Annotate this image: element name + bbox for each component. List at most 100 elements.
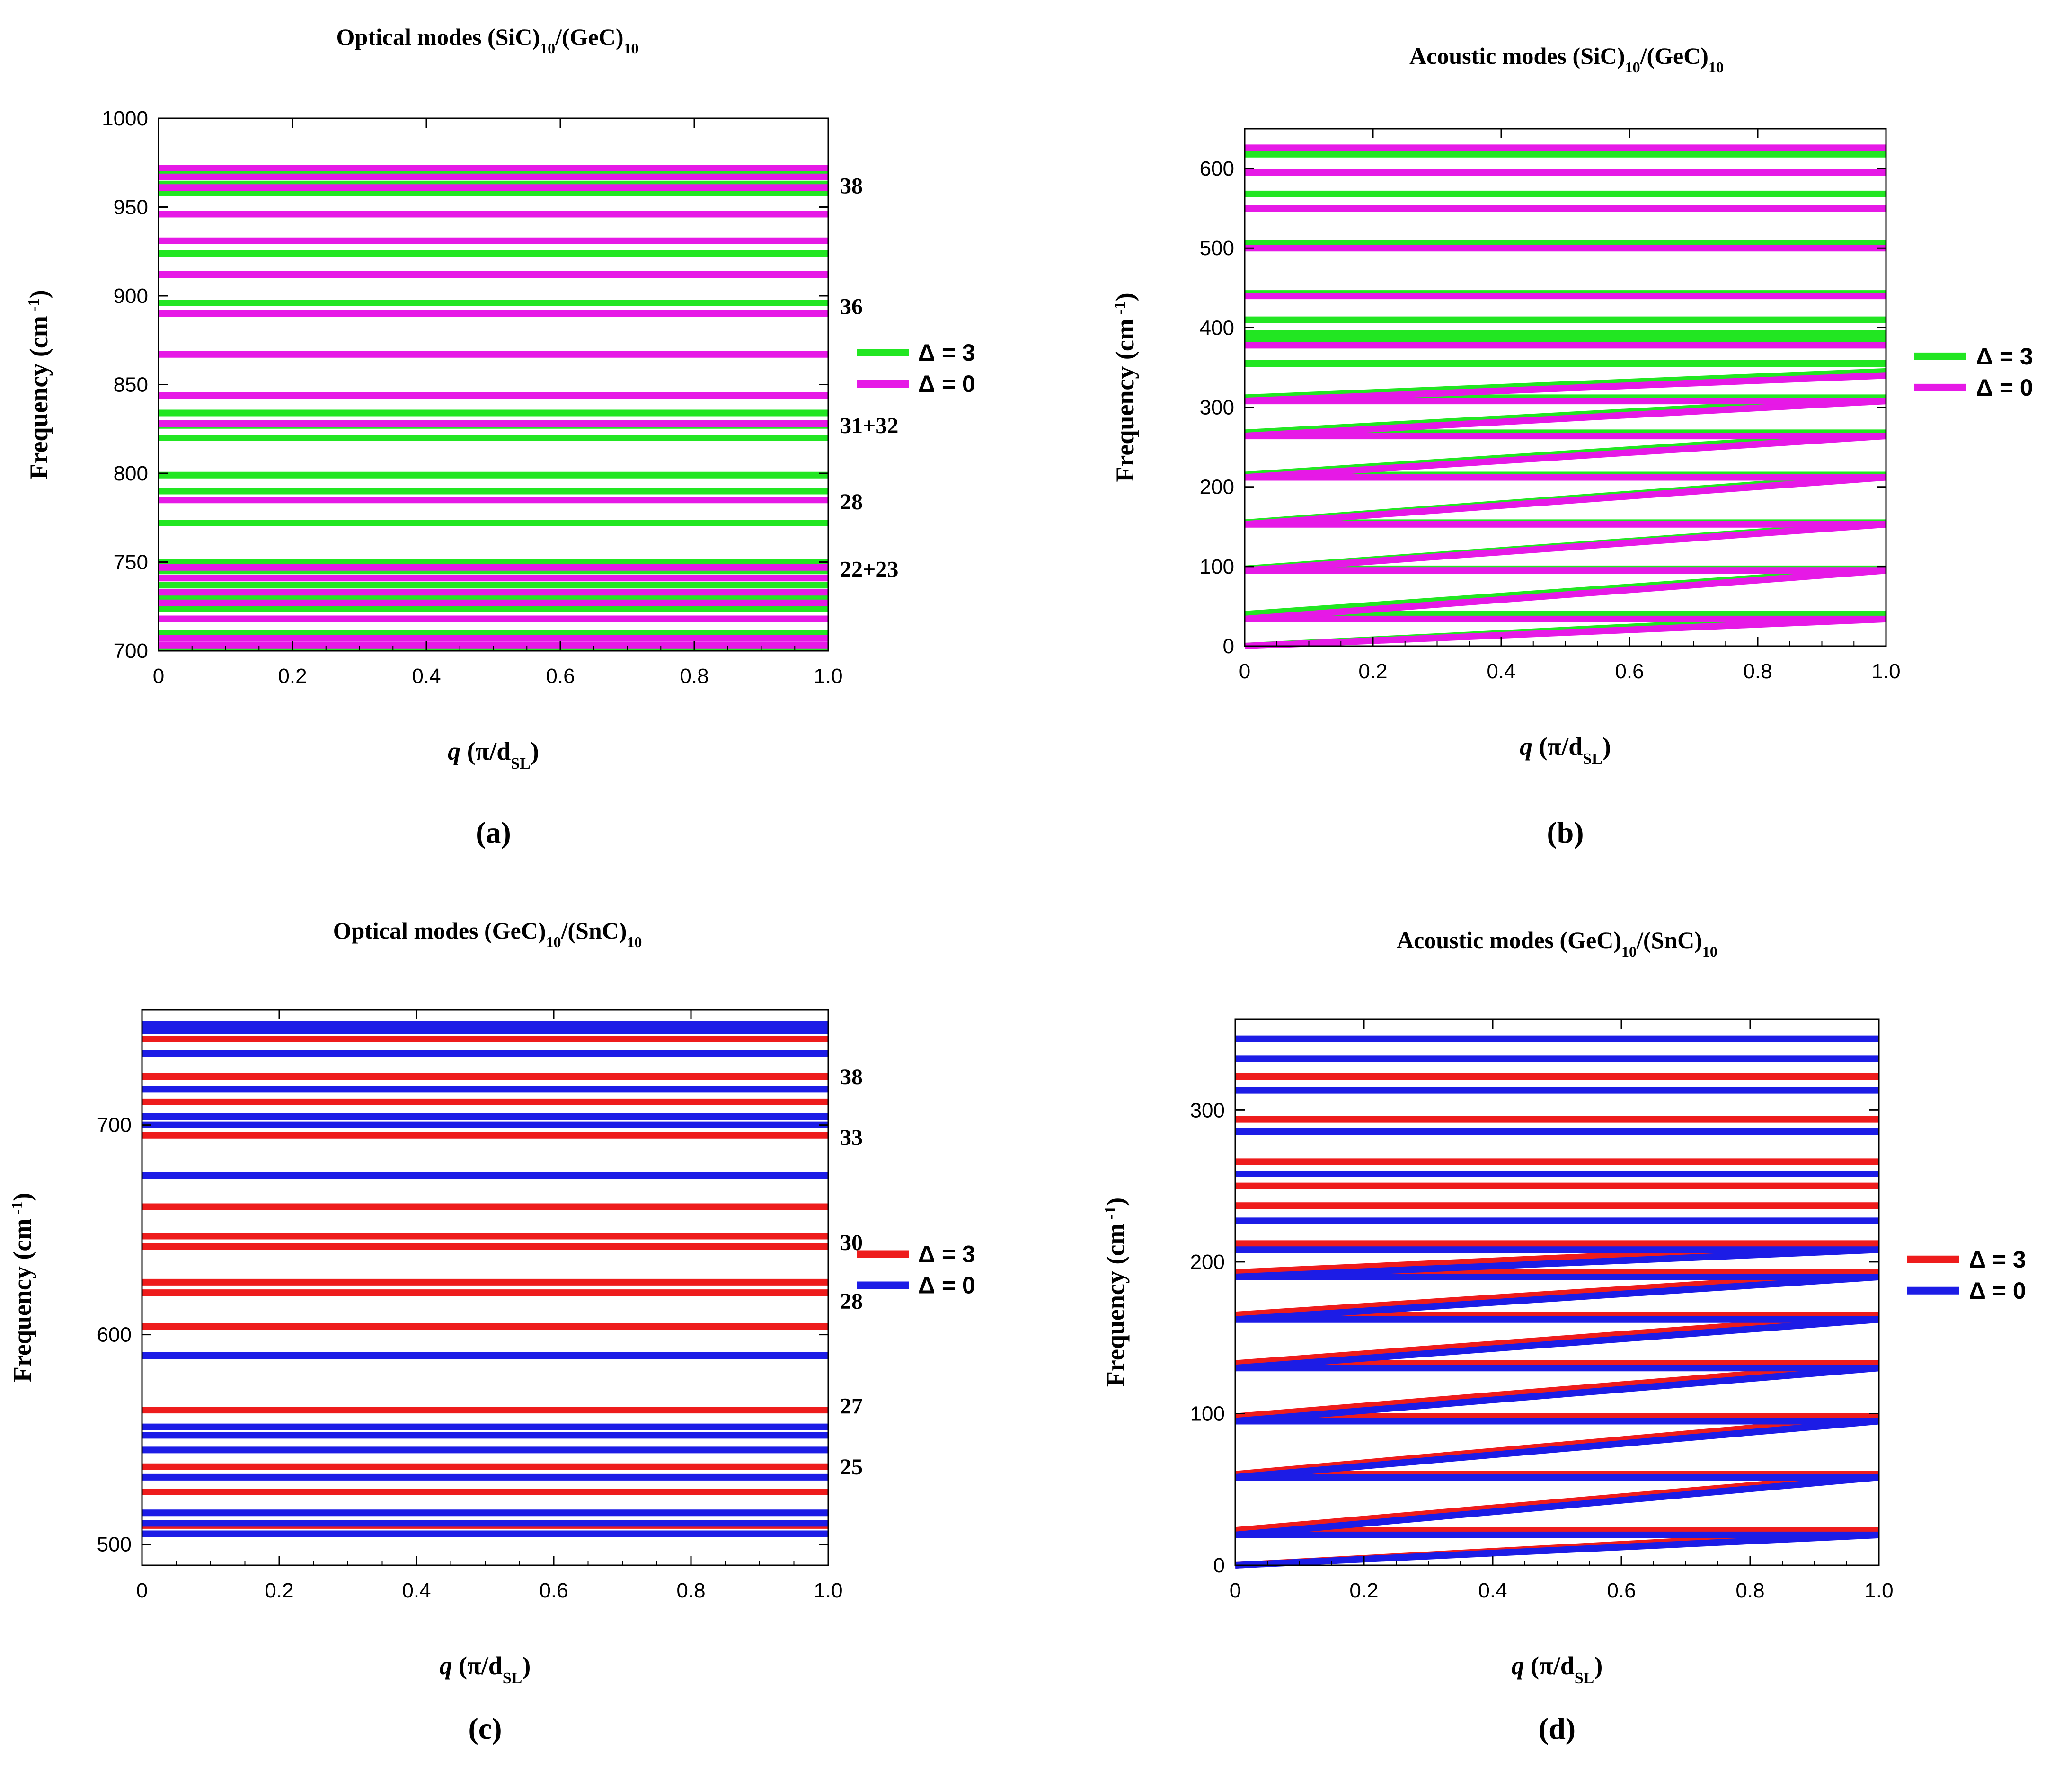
mode-annotation: 33 bbox=[840, 1125, 863, 1150]
x-tick-label: 0.8 bbox=[1743, 660, 1772, 683]
legend: Δ = 3 Δ = 0 bbox=[857, 1241, 975, 1299]
dispersion-branch bbox=[1244, 615, 1886, 649]
y-tick-label: 200 bbox=[1190, 1251, 1225, 1274]
chart-title: Optical modes (SiC)10/(GeC)10 bbox=[336, 24, 639, 57]
y-tick-label: 200 bbox=[1200, 476, 1234, 499]
y-tick-label: 600 bbox=[97, 1323, 132, 1347]
chart-title: Optical modes (GeC)10/(SnC)10 bbox=[333, 917, 642, 950]
x-axis: 0 0.2 0.4 0.6 0.8 1.0 bbox=[153, 118, 843, 688]
x-tick-label: 0.6 bbox=[546, 665, 575, 688]
series-delta-0 bbox=[142, 1021, 828, 1537]
x-tick-label: 0.8 bbox=[1735, 1579, 1764, 1602]
legend: Δ = 3 Δ = 0 bbox=[1907, 1246, 2026, 1304]
dispersion-branch bbox=[1244, 368, 1886, 401]
y-tick-label: 0 bbox=[1223, 635, 1234, 658]
series-delta-0 bbox=[159, 165, 828, 649]
panel-tag: (c) bbox=[468, 1712, 502, 1745]
y-tick-label: 0 bbox=[1213, 1554, 1225, 1577]
y-tick-label: 100 bbox=[1190, 1402, 1225, 1425]
x-tick-label: 0.8 bbox=[680, 665, 708, 688]
series-group bbox=[1244, 144, 1886, 649]
x-axis: 0 0.2 0.4 0.6 0.8 1.0 bbox=[136, 1010, 843, 1602]
dispersion-branch bbox=[1235, 1316, 1879, 1372]
y-tick-label: 500 bbox=[97, 1533, 132, 1556]
series-group bbox=[1235, 1035, 1879, 1569]
x-tick-label: 0.4 bbox=[402, 1579, 431, 1602]
y-tick-label: 700 bbox=[97, 1114, 132, 1137]
x-tick-label: 0 bbox=[1230, 1579, 1241, 1602]
plot-frame bbox=[141, 1009, 829, 1566]
y-tick-label: 300 bbox=[1200, 396, 1234, 419]
dispersion-branch bbox=[1244, 372, 1886, 405]
panel-tag: (b) bbox=[1547, 816, 1584, 849]
chart-acoustic-gec-snc: Acoustic modes (GeC)10/(SnC)10 0 0.2 0.4 0.6… bbox=[1101, 927, 2026, 1745]
legend-label: Δ = 3 bbox=[1976, 343, 2033, 370]
mode-annotation: 25 bbox=[840, 1455, 863, 1480]
panel-tag: (d) bbox=[1539, 1712, 1576, 1745]
x-tick-label: 0.2 bbox=[278, 665, 307, 688]
series-group bbox=[142, 1021, 828, 1537]
legend-label: Δ = 3 bbox=[918, 339, 975, 366]
chart-acoustic-sic-gec: Acoustic modes (SiC)10/(GeC)10 0 0.2 0.4 0.6… bbox=[1111, 43, 2033, 849]
x-tick-label: 0.2 bbox=[1349, 1579, 1378, 1602]
y-axis: 700 750 800 850 900 950 1000 bbox=[102, 107, 828, 663]
mode-annotation: 31+32 bbox=[840, 413, 898, 438]
x-tick-label: 0 bbox=[1239, 660, 1250, 683]
y-tick-label: 100 bbox=[1200, 555, 1234, 578]
x-tick-label: 0.4 bbox=[1478, 1579, 1507, 1602]
series-delta-3 bbox=[1235, 1073, 1879, 1569]
x-axis-label: q (π/dSL) bbox=[440, 1651, 531, 1687]
dispersion-branch bbox=[1244, 433, 1886, 481]
y-tick-label: 950 bbox=[114, 196, 148, 219]
legend-label: Δ = 3 bbox=[918, 1241, 975, 1268]
legend-label: Δ = 0 bbox=[918, 371, 975, 397]
y-axis-label: Frequency (cm -1) bbox=[1111, 293, 1139, 482]
y-axis-label: Frequency (cm -1) bbox=[25, 290, 53, 479]
y-axis-label: Frequency (cm -1) bbox=[8, 1193, 36, 1382]
dispersion-branch bbox=[1235, 1365, 1879, 1425]
dispersion-branch bbox=[1244, 567, 1886, 622]
dispersion-branch bbox=[1244, 474, 1886, 528]
mode-annotation: 28 bbox=[840, 1289, 863, 1314]
x-tick-label: 0.6 bbox=[1615, 660, 1644, 683]
y-tick-label: 400 bbox=[1200, 316, 1234, 339]
dispersion-branch bbox=[1235, 1273, 1879, 1323]
dispersion-branch bbox=[1235, 1418, 1879, 1481]
y-axis-label: Frequency (cm -1) bbox=[1101, 1198, 1130, 1387]
y-tick-label: 750 bbox=[114, 551, 148, 574]
dispersion-branch bbox=[1235, 1531, 1879, 1569]
chart-title: Acoustic modes (GeC)10/(SnC)10 bbox=[1397, 927, 1717, 960]
y-tick-label: 900 bbox=[114, 284, 148, 308]
series-group bbox=[159, 165, 828, 651]
x-axis-label: q (π/dSL) bbox=[1512, 1651, 1603, 1687]
x-axis: 0 0.2 0.4 0.6 0.8 1.0 bbox=[1230, 1019, 1894, 1602]
x-tick-label: 0 bbox=[136, 1579, 148, 1602]
chart-optical-gec-snc: Optical modes (GeC)10/(SnC)100 0.2 0.4 0.6 0… bbox=[8, 917, 975, 1745]
x-tick-label: 1.0 bbox=[1871, 660, 1900, 683]
dispersion-branch bbox=[1244, 398, 1886, 440]
legend-label: Δ = 3 bbox=[1969, 1246, 2026, 1273]
y-tick-label: 850 bbox=[114, 373, 148, 397]
legend: Δ = 3 Δ = 0 bbox=[1914, 343, 2033, 401]
series-delta-0 bbox=[1235, 1035, 1879, 1569]
x-axis: 0 0.2 0.4 0.6 0.8 1.0 bbox=[1239, 129, 1901, 683]
y-tick-label: 500 bbox=[1200, 237, 1234, 260]
dispersion-branch bbox=[1235, 1246, 1879, 1280]
legend-label: Δ = 0 bbox=[1969, 1277, 2026, 1304]
series-delta-0 bbox=[1244, 144, 1886, 649]
y-tick-label: 300 bbox=[1190, 1099, 1225, 1122]
y-tick-label: 700 bbox=[114, 639, 148, 663]
dispersion-branch bbox=[1235, 1312, 1879, 1367]
chart-title: Acoustic modes (SiC)10/(GeC)10 bbox=[1409, 43, 1724, 76]
dispersion-branch bbox=[1244, 521, 1886, 574]
dispersion-branch bbox=[1235, 1474, 1879, 1538]
mode-annotation: 22+23 bbox=[840, 557, 898, 582]
x-tick-label: 1.0 bbox=[1864, 1579, 1893, 1602]
panel-tag: (a) bbox=[476, 816, 511, 849]
mode-annotation: 28 bbox=[840, 489, 863, 515]
mode-annotation: 38 bbox=[840, 1065, 863, 1090]
x-axis-label: q (π/dSL) bbox=[448, 737, 539, 772]
y-tick-label: 1000 bbox=[102, 107, 148, 130]
x-tick-label: 0.6 bbox=[1607, 1579, 1636, 1602]
legend: Δ = 3 Δ = 0 bbox=[857, 339, 975, 397]
